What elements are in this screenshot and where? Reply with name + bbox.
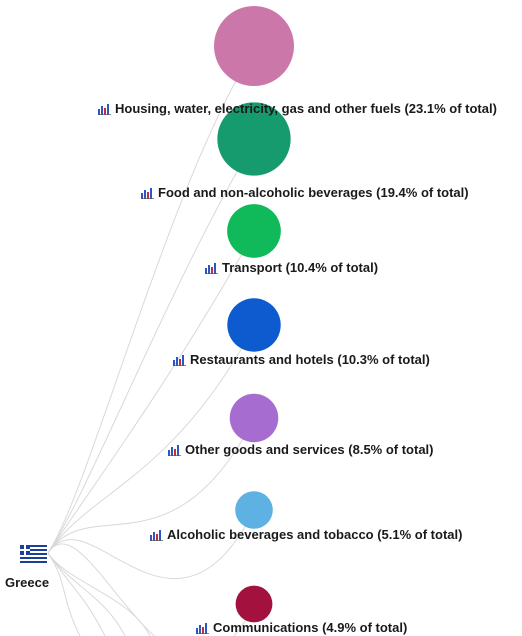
tree-link [47,340,247,554]
tree-link-offscreen [47,552,81,636]
tree-link-offscreen [47,552,151,636]
tree-node-label[interactable]: Transport (10.4% of total) [205,260,378,275]
tree-node-circle[interactable] [229,393,279,443]
tree-node-label-text: Alcoholic beverages and tobacco (5.1% of… [167,527,463,542]
tree-node-label-text: Other goods and services (8.5% of total) [185,442,434,457]
tree-node-circle[interactable] [227,298,281,352]
tree-node-circle[interactable] [214,6,294,86]
tree-node-circle[interactable] [217,102,291,176]
tree-node-label[interactable]: Housing, water, electricity, gas and oth… [98,101,497,116]
bar-chart-icon [168,444,181,456]
bar-chart-icon [196,622,209,634]
tree-node-label[interactable]: Communications (4.9% of total) [196,620,407,635]
tree-link [47,521,249,579]
tree-node-circle[interactable] [235,491,273,529]
tree-node-label[interactable]: Other goods and services (8.5% of total) [168,442,434,457]
tree-node-label-text: Food and non-alcoholic beverages (19.4% … [158,185,469,200]
tree-link [47,69,243,554]
tree-link-offscreen [47,552,106,636]
bar-chart-icon [205,262,218,274]
greece-flag-icon[interactable] [20,545,47,563]
tree-node-circle[interactable] [235,585,273,623]
bar-chart-icon [150,529,163,541]
tree-link [47,160,244,554]
tree-link-offscreen [47,552,126,636]
tree-node-label-text: Communications (4.9% of total) [213,620,408,635]
bar-chart-icon [141,187,154,199]
tree-node-label-text: Transport (10.4% of total) [222,260,379,275]
tree-link [47,246,247,554]
tree-link [47,543,249,636]
bar-chart-icon [173,354,186,366]
tree-node-circle[interactable] [227,204,281,258]
tree-node-label[interactable]: Food and non-alcoholic beverages (19.4% … [141,185,469,200]
root-label[interactable]: Greece [5,575,50,590]
tree-node-label-text: Housing, water, electricity, gas and oth… [115,101,497,116]
tree-node-label[interactable]: Alcoholic beverages and tobacco (5.1% of… [150,527,462,542]
tree-node-label-text: Restaurants and hotels (10.3% of total) [190,352,430,367]
tree-link [47,432,248,554]
tree-node-label[interactable]: Restaurants and hotels (10.3% of total) [173,352,430,367]
bar-chart-icon [98,103,111,115]
